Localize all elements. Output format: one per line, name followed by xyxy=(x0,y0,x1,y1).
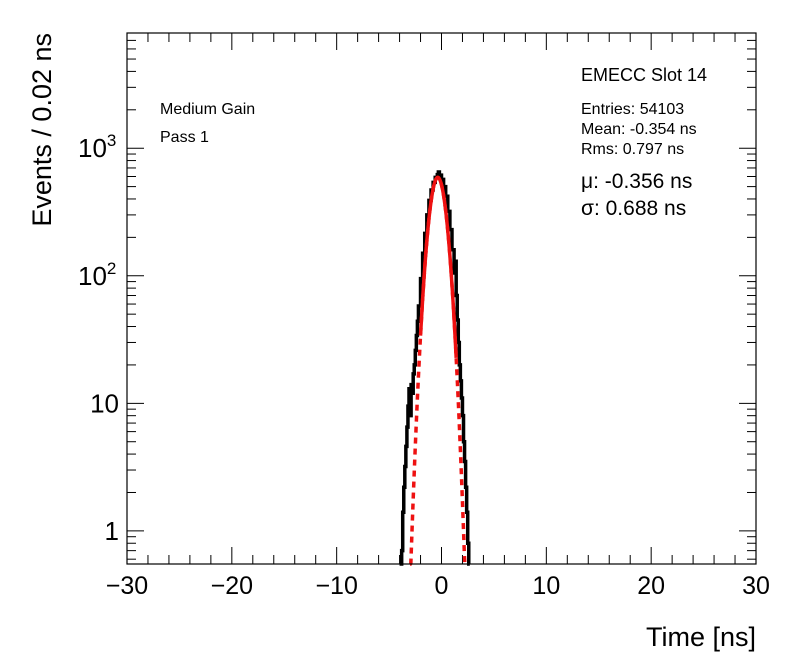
fit-curve-solid xyxy=(418,175,458,358)
x-tick-label: 30 xyxy=(742,572,770,600)
x-tick-label: 0 xyxy=(435,572,449,600)
y-tick-label: 102 xyxy=(78,259,116,291)
y-tick-label: 103 xyxy=(78,131,116,163)
y-tick-label: 1 xyxy=(105,516,119,546)
fit-sigma-label: σ: 0.688 ns xyxy=(581,197,686,220)
y-axis-label: Events / 0.02 ns xyxy=(27,33,57,227)
stats-title: EMECC Slot 14 xyxy=(581,65,707,85)
fit-curve-dashed xyxy=(408,175,467,566)
y-tick-labels: 1 10 102 103 xyxy=(78,131,119,546)
x-axis-label: Time [ns] xyxy=(646,622,756,652)
stats-mean: Mean: -0.354 ns xyxy=(581,121,697,138)
minor-ticks xyxy=(127,32,756,564)
x-tick-label: −20 xyxy=(211,572,253,600)
x-tick-label: −10 xyxy=(315,572,357,600)
stats-entries: Entries: 54103 xyxy=(581,101,684,118)
text-medium-gain: Medium Gain xyxy=(160,101,255,118)
fit-mu-label: μ: -0.356 ns xyxy=(581,170,692,193)
plot-frame xyxy=(126,32,757,565)
stats-rms: Rms: 0.797 ns xyxy=(581,141,684,158)
x-tick-label: 10 xyxy=(532,572,560,600)
x-tick-label: −30 xyxy=(106,572,148,600)
text-pass: Pass 1 xyxy=(160,129,209,146)
histogram-line xyxy=(399,170,471,566)
x-tick-label: 20 xyxy=(637,572,665,600)
x-tick-labels: −30 −20 −10 0 10 20 30 xyxy=(106,572,770,600)
y-tick-label: 10 xyxy=(90,388,119,418)
